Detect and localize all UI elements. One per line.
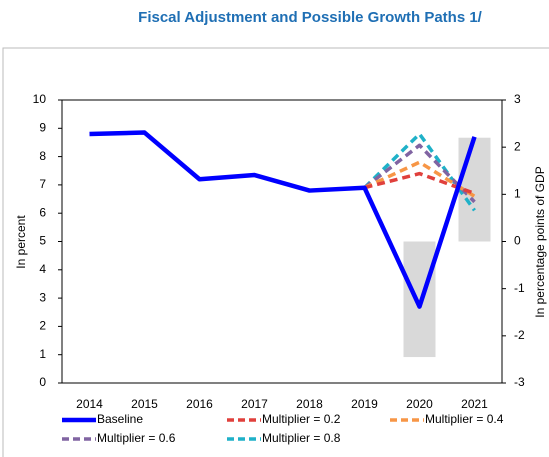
y2-tick-label: 2 — [514, 139, 521, 153]
x-tick-label: 2019 — [351, 397, 378, 411]
plot-area — [61, 99, 503, 384]
x-tick-label: 2020 — [406, 397, 433, 411]
y-tick-label: 0 — [39, 375, 46, 389]
y-tick-label: 4 — [39, 262, 46, 276]
legend-label: Multiplier = 0.2 — [262, 412, 341, 426]
legend-label: Multiplier = 0.8 — [262, 431, 341, 445]
x-tick-label: 2014 — [76, 397, 103, 411]
legend-label: Baseline — [97, 412, 143, 426]
x-tick-label: 2018 — [296, 397, 323, 411]
line — [89, 130, 477, 309]
y-axis-label: In percent — [14, 215, 28, 269]
y2-tick-label: -1 — [514, 281, 525, 295]
x-tick-label: 2016 — [186, 397, 213, 411]
y-tick-label: 2 — [39, 319, 46, 333]
y-tick-label: 7 — [39, 177, 46, 191]
y2-tick-label: 0 — [514, 234, 521, 248]
y-tick-label: 3 — [39, 290, 46, 304]
y2-axis-label: In percentage points of GDP — [533, 166, 547, 317]
y2-tick-label: 1 — [514, 187, 521, 201]
y-tick-label: 9 — [39, 120, 46, 134]
frame — [2, 47, 549, 457]
line — [363, 160, 476, 198]
chart-title: Fiscal Adjustment and Possible Growth Pa… — [138, 9, 483, 26]
bar — [403, 241, 436, 358]
y2-tick-label: -3 — [514, 375, 525, 389]
y2-tick-label: -2 — [514, 328, 525, 342]
line — [363, 143, 476, 204]
y-tick-label: 6 — [39, 205, 46, 219]
x-tick-label: 2015 — [131, 397, 158, 411]
x-tick-label: 2021 — [461, 397, 488, 411]
legend-label: Multiplier = 0.4 — [425, 412, 504, 426]
y-tick-label: 5 — [39, 234, 46, 248]
y2-tick-label: 3 — [514, 92, 521, 106]
x-tick-label: 2017 — [241, 397, 268, 411]
y-tick-label: 1 — [39, 347, 46, 361]
y-tick-label: 10 — [33, 92, 47, 106]
legend-label: Multiplier = 0.6 — [97, 431, 176, 445]
y-tick-label: 8 — [39, 149, 46, 163]
